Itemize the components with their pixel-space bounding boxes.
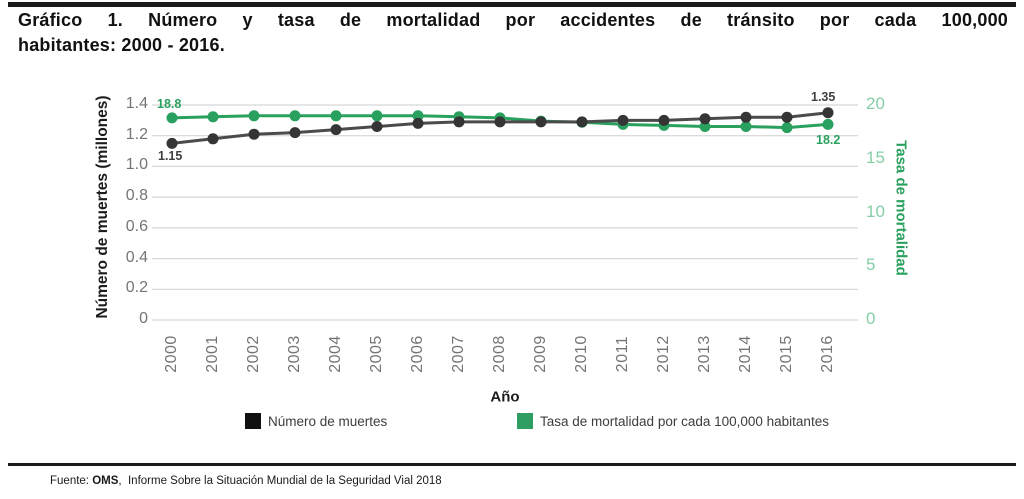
deaths-point [330, 124, 342, 136]
deaths-point [576, 116, 588, 128]
deaths-point [658, 114, 670, 126]
x-axis-tick-label: 2001 [204, 335, 221, 373]
rate-point [781, 122, 793, 134]
x-axis-tick-label: 2005 [368, 335, 385, 373]
left-axis-tick-label: 0 [139, 310, 148, 327]
rate-point [248, 110, 260, 122]
legend-swatch-deaths [245, 413, 261, 429]
deaths-point [781, 111, 793, 123]
rate-point [822, 118, 834, 130]
right-axis-tick-label: 15 [866, 147, 885, 167]
plot-area [152, 104, 858, 321]
deaths-point [289, 127, 301, 139]
footer-divider-rule [8, 463, 1016, 466]
left-axis-tick-label: 0.2 [125, 279, 148, 297]
deaths-point [740, 111, 752, 123]
left-axis-tick-label: 1.2 [125, 125, 148, 143]
rate-point [166, 112, 178, 124]
x-axis-tick-label: 2016 [819, 335, 836, 373]
source-prefix: Fuente: [50, 475, 93, 487]
right-axis-tick-label: 5 [866, 255, 876, 275]
x-axis-tick-label: 2011 [614, 335, 631, 373]
rate-point [699, 121, 711, 132]
x-axis-tick-label: 2013 [696, 335, 713, 373]
x-axis-tick-label: 2007 [450, 335, 467, 373]
legend-item-rate: Tasa de mortalidad por cada 100,000 habi… [517, 413, 829, 429]
legend-label-rate: Tasa de mortalidad por cada 100,000 habi… [540, 413, 829, 429]
deaths-point [207, 133, 219, 145]
right-axis-tick-label: 0 [866, 309, 876, 328]
chart-title-line2: habitantes: 2000 - 2016. [18, 35, 225, 55]
deaths-point [822, 107, 834, 119]
x-axis-tick-label: 2004 [327, 335, 344, 373]
rate-point [289, 110, 301, 122]
rate-point [330, 110, 342, 122]
deaths-point [371, 121, 383, 132]
left-axis-tick-label: 1.0 [125, 156, 148, 174]
rate-point [740, 121, 752, 132]
x-axis-tick-label: 2002 [245, 335, 262, 373]
x-axis-tick-label: 2009 [532, 335, 549, 373]
source-org: OMS [92, 475, 119, 487]
x-axis-tick-label: 2015 [778, 335, 795, 373]
legend-swatch-rate [517, 413, 533, 429]
deaths-point [412, 117, 424, 129]
x-axis-tick-label: 2008 [491, 335, 508, 373]
source-rest: , Informe Sobre la Situación Mundial de … [118, 475, 442, 487]
deaths-point [453, 116, 465, 128]
x-axis-tick-label: 2003 [286, 335, 303, 373]
x-axis-tick-label: 2012 [655, 335, 672, 373]
annotation-deaths-2016: 1.35 [811, 90, 836, 104]
chart-title-line1: Gráfico 1. Número y tasa de mortalidad p… [18, 10, 1008, 30]
rate-point [371, 110, 383, 122]
left-axis-tick-label: 1.4 [125, 95, 148, 112]
right-axis-tick-label: 10 [866, 201, 885, 221]
top-divider-rule [8, 2, 1016, 7]
left-axis-tick-label: 0.8 [125, 187, 148, 205]
x-axis-title: Año [490, 388, 520, 406]
rate-point [207, 111, 219, 123]
deaths-point [494, 116, 506, 128]
deaths-point [248, 128, 260, 140]
x-axis-tick-label: 2006 [409, 335, 426, 373]
deaths-point [535, 116, 547, 128]
source-note: Fuente: OMS, Informe Sobre la Situación … [50, 475, 442, 487]
chart-title: Gráfico 1. Número y tasa de mortalidad p… [18, 8, 1008, 58]
legend-label-deaths: Número de muertes [268, 413, 388, 429]
deaths-point [166, 137, 178, 149]
left-axis-tick-label: 0.6 [125, 217, 148, 235]
annotation-rate-2016: 18.2 [816, 133, 841, 147]
legend-item-deaths: Número de muertes [245, 413, 387, 429]
right-axis-tick-label: 20 [866, 94, 885, 113]
deaths-point [699, 113, 711, 125]
deaths-point [617, 114, 629, 126]
x-axis-tick-label: 2000 [163, 335, 180, 373]
x-axis-tick-label: 2014 [737, 335, 754, 373]
x-axis-tick-label: 2010 [573, 335, 590, 373]
left-axis-tick-label: 0.4 [125, 248, 148, 266]
annotation-deaths-2000: 1.15 [158, 149, 183, 163]
annotation-rate-2000: 18.8 [157, 97, 182, 111]
rate-point [412, 110, 424, 122]
